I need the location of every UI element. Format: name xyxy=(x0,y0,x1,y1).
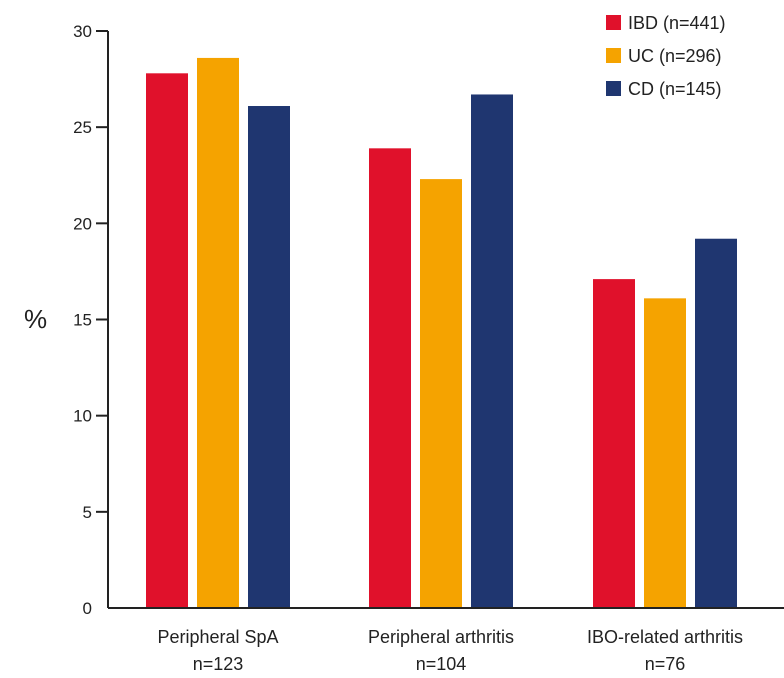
y-axis-label: % xyxy=(24,304,47,334)
legend-swatch xyxy=(606,81,621,96)
y-tick-label: 15 xyxy=(73,311,92,330)
legend: IBD (n=441) UC (n=296) CD (n=145) xyxy=(606,13,726,99)
legend-label: CD (n=145) xyxy=(628,79,722,99)
category-n-label: n=104 xyxy=(416,654,467,674)
bar xyxy=(146,73,188,608)
category-label: IBO-related arthritis xyxy=(587,627,743,647)
bar xyxy=(248,106,290,608)
category-label: Peripheral SpA xyxy=(157,627,278,647)
bar xyxy=(695,238,737,608)
y-tick-label: 30 xyxy=(73,22,92,41)
y-axis: 0 5 10 15 20 25 30 xyxy=(73,22,109,618)
x-axis: Peripheral SpA n=123 Peripheral arthritis n… xyxy=(108,607,784,674)
legend-swatch xyxy=(606,15,621,30)
y-tick-label: 0 xyxy=(83,599,92,618)
bar xyxy=(369,148,411,608)
category-n-label: n=76 xyxy=(645,654,686,674)
y-tick-label: 25 xyxy=(73,118,92,137)
bar xyxy=(197,57,239,609)
y-tick-label: 10 xyxy=(73,407,92,426)
bar xyxy=(471,94,513,609)
category-n-label: n=123 xyxy=(193,654,244,674)
legend-swatch xyxy=(606,48,621,63)
category-label: Peripheral arthritis xyxy=(368,627,514,647)
bars xyxy=(146,57,737,609)
y-tick-label: 5 xyxy=(83,503,92,522)
legend-label: UC (n=296) xyxy=(628,46,722,66)
bar xyxy=(593,279,635,608)
bar xyxy=(644,298,686,608)
y-tick-label: 20 xyxy=(73,214,92,233)
legend-label: IBD (n=441) xyxy=(628,13,726,33)
bar xyxy=(420,179,462,608)
